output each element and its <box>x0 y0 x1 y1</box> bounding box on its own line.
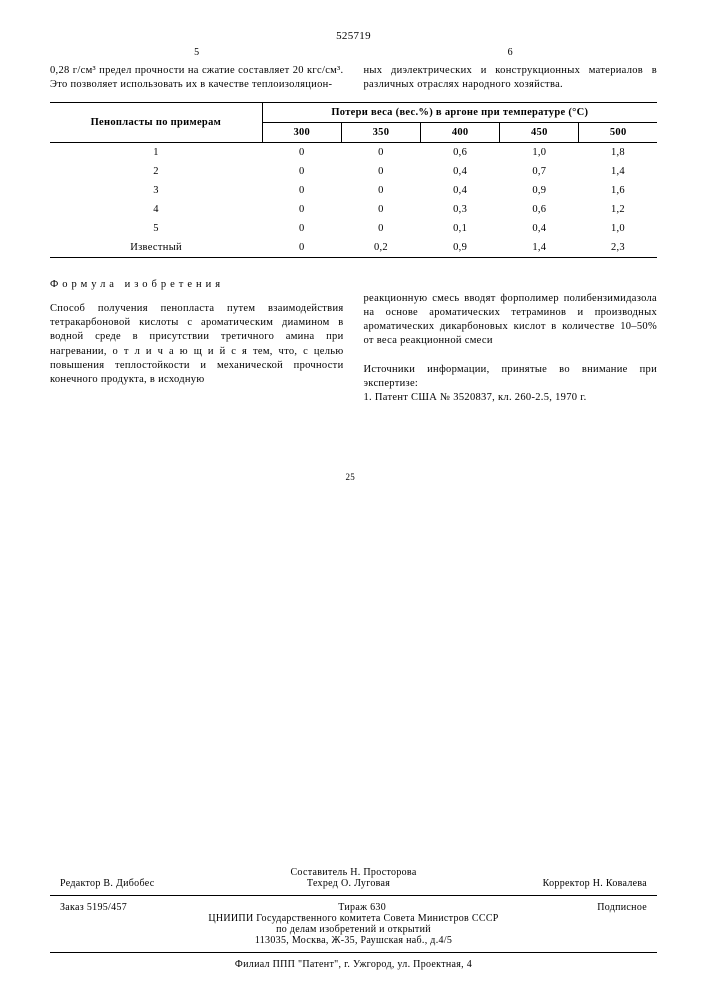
footer-block: Составитель Н. Просторова Редактор В. Ди… <box>50 867 657 970</box>
cell: 0,2 <box>341 238 420 258</box>
temp-400: 400 <box>421 122 500 142</box>
row-label: 2 <box>50 162 262 181</box>
weight-loss-table: Пенопласты по примерам Потери веса (вес.… <box>50 102 657 258</box>
top-left-col: 5 0,28 г/см³ предел прочности на сжатие … <box>50 46 344 92</box>
cell: 0 <box>341 219 420 238</box>
temp-450: 450 <box>500 122 579 142</box>
addr: 113035, Москва, Ж-35, Раушская наб., д.4… <box>50 935 657 946</box>
body-columns: Формула изобретения Способ получения пен… <box>50 278 657 405</box>
cell: 1,4 <box>579 162 657 181</box>
cell: 1,0 <box>500 142 579 162</box>
cell: 0,9 <box>500 181 579 200</box>
cell: 0,4 <box>421 162 500 181</box>
cell: 0 <box>262 238 341 258</box>
row-label: 4 <box>50 200 262 219</box>
credits-row: Редактор В. Дибобес Техред О. Луговая Ко… <box>50 878 657 889</box>
cell: 1,6 <box>579 181 657 200</box>
row-header: Пенопласты по примерам <box>50 102 262 142</box>
org1: ЦНИИПИ Государственного комитета Совета … <box>50 913 657 924</box>
cell: 1,4 <box>500 238 579 258</box>
cell: 0 <box>262 162 341 181</box>
editor: Редактор В. Дибобес <box>60 878 154 889</box>
right-body-col: реакционную смесь вводят форполимер поли… <box>364 278 658 405</box>
sub: Подписное <box>597 902 647 913</box>
cell: 0,4 <box>500 219 579 238</box>
top-right-col: 6 ных диэлектрических и конструкционных … <box>364 46 658 92</box>
temp-350: 350 <box>341 122 420 142</box>
cell: 1,0 <box>579 219 657 238</box>
order: Заказ 5195/457 <box>60 902 127 913</box>
temp-500: 500 <box>579 122 657 142</box>
cell: 0,6 <box>500 200 579 219</box>
temp-300: 300 <box>262 122 341 142</box>
cell: 0 <box>262 219 341 238</box>
left-body-text: Способ получения пенопласта путем взаимо… <box>50 303 344 385</box>
cell: 0,4 <box>421 181 500 200</box>
cell: 0,7 <box>500 162 579 181</box>
cell: 0 <box>341 200 420 219</box>
table-row: 5000,10,41,0 <box>50 219 657 238</box>
right-body-2: Источники информации, принятые во вниман… <box>364 364 658 389</box>
top-left-text: 0,28 г/см³ предел прочности на сжатие со… <box>50 65 344 90</box>
techred: Техред О. Луговая <box>307 878 390 889</box>
line-marker-25: 25 <box>346 472 356 482</box>
cell: 1,8 <box>579 142 657 162</box>
cell: 0,1 <box>421 219 500 238</box>
cell: 0 <box>341 181 420 200</box>
branch: Филиал ППП "Патент", г. Ужгород, ул. Про… <box>50 959 657 970</box>
right-body-3: 1. Патент США № 3520837, кл. 260-2.5, 19… <box>364 392 587 403</box>
cell: 0 <box>341 142 420 162</box>
table-row: 1000,61,01,8 <box>50 142 657 162</box>
group-header: Потери веса (вес.%) в аргоне при темпера… <box>262 102 657 122</box>
left-body-col: Формула изобретения Способ получения пен… <box>50 278 344 405</box>
compiler: Составитель Н. Просторова <box>50 867 657 878</box>
row-label: 5 <box>50 219 262 238</box>
row-label: 1 <box>50 142 262 162</box>
col-num-5: 5 <box>50 46 344 60</box>
row-label: 3 <box>50 181 262 200</box>
table-row: 4000,30,61,2 <box>50 200 657 219</box>
table-row: Известный00,20,91,42,3 <box>50 238 657 258</box>
cell: 0 <box>262 142 341 162</box>
order-row: Заказ 5195/457 Тираж 630 Подписное <box>50 902 657 913</box>
cell: 0,9 <box>421 238 500 258</box>
row-label: Известный <box>50 238 262 258</box>
top-columns: 5 0,28 г/см³ предел прочности на сжатие … <box>50 46 657 92</box>
table-row: 3000,40,91,6 <box>50 181 657 200</box>
cell: 1,2 <box>579 200 657 219</box>
top-right-text: ных диэлектрических и конструкционных ма… <box>364 65 658 90</box>
org2: по делам изобретений и открытий <box>50 924 657 935</box>
tirazh: Тираж 630 <box>338 902 386 913</box>
formula-title: Формула изобретения <box>50 278 344 292</box>
cell: 0 <box>341 162 420 181</box>
cell: 0 <box>262 200 341 219</box>
cell: 0 <box>262 181 341 200</box>
cell: 0,6 <box>421 142 500 162</box>
patent-number: 525719 <box>50 30 657 42</box>
right-body-1: реакционную смесь вводят форполимер поли… <box>364 293 658 347</box>
cell: 0,3 <box>421 200 500 219</box>
table-row: 2000,40,71,4 <box>50 162 657 181</box>
corrector: Корректор Н. Ковалева <box>543 878 647 889</box>
cell: 2,3 <box>579 238 657 258</box>
col-num-6: 6 <box>364 46 658 60</box>
